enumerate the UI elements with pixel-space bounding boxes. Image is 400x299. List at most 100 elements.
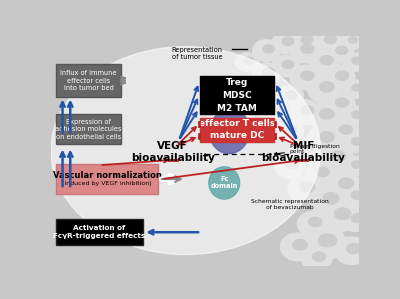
Text: Representation
of tumor tissue: Representation of tumor tissue bbox=[172, 47, 223, 60]
Ellipse shape bbox=[326, 41, 354, 63]
Ellipse shape bbox=[301, 144, 314, 153]
Ellipse shape bbox=[336, 98, 349, 107]
Text: Expression of
adhesion molecules
on endothelial cells: Expression of adhesion molecules on endo… bbox=[56, 118, 122, 140]
Text: M2 TAM: M2 TAM bbox=[218, 104, 257, 113]
Ellipse shape bbox=[263, 45, 274, 53]
Ellipse shape bbox=[244, 57, 254, 64]
Ellipse shape bbox=[308, 102, 341, 130]
Ellipse shape bbox=[341, 208, 369, 231]
Ellipse shape bbox=[298, 211, 328, 236]
Ellipse shape bbox=[239, 79, 264, 99]
Ellipse shape bbox=[282, 37, 294, 45]
FancyBboxPatch shape bbox=[56, 115, 121, 144]
Text: Treg: Treg bbox=[226, 77, 248, 87]
Ellipse shape bbox=[308, 217, 322, 227]
Text: MIF
bioavailability: MIF bioavailability bbox=[262, 141, 346, 163]
Ellipse shape bbox=[253, 63, 280, 84]
Text: Vascular normalization: Vascular normalization bbox=[53, 171, 162, 180]
Ellipse shape bbox=[320, 82, 334, 92]
Ellipse shape bbox=[310, 185, 347, 216]
Ellipse shape bbox=[340, 33, 362, 50]
Ellipse shape bbox=[339, 125, 352, 134]
Ellipse shape bbox=[288, 175, 322, 203]
Ellipse shape bbox=[324, 92, 355, 117]
Ellipse shape bbox=[320, 56, 333, 65]
Ellipse shape bbox=[347, 243, 361, 254]
Ellipse shape bbox=[343, 53, 368, 71]
Ellipse shape bbox=[318, 234, 337, 247]
Ellipse shape bbox=[328, 119, 359, 144]
Ellipse shape bbox=[293, 239, 307, 250]
Ellipse shape bbox=[303, 226, 346, 260]
Text: effector T cells: effector T cells bbox=[199, 119, 276, 128]
Ellipse shape bbox=[343, 133, 368, 153]
Ellipse shape bbox=[352, 138, 362, 145]
Ellipse shape bbox=[276, 120, 304, 142]
Ellipse shape bbox=[308, 125, 341, 153]
Ellipse shape bbox=[272, 32, 300, 54]
Text: Fc
domain: Fc domain bbox=[210, 176, 238, 190]
Ellipse shape bbox=[280, 233, 314, 261]
Ellipse shape bbox=[290, 38, 320, 63]
Ellipse shape bbox=[233, 80, 242, 87]
Ellipse shape bbox=[286, 160, 298, 169]
FancyBboxPatch shape bbox=[200, 102, 274, 115]
Ellipse shape bbox=[336, 71, 349, 80]
Ellipse shape bbox=[324, 36, 336, 44]
Ellipse shape bbox=[316, 167, 329, 176]
Ellipse shape bbox=[290, 100, 320, 124]
Ellipse shape bbox=[290, 138, 320, 163]
Text: Fab
domain: Fab domain bbox=[214, 123, 242, 136]
Ellipse shape bbox=[334, 237, 368, 265]
Ellipse shape bbox=[231, 102, 256, 122]
Ellipse shape bbox=[324, 65, 355, 90]
Ellipse shape bbox=[291, 30, 319, 52]
Text: Papain digestion
point: Papain digestion point bbox=[274, 144, 340, 155]
Ellipse shape bbox=[343, 156, 368, 176]
Text: mature DC: mature DC bbox=[210, 132, 264, 141]
Ellipse shape bbox=[301, 106, 314, 115]
Ellipse shape bbox=[301, 36, 313, 44]
Ellipse shape bbox=[320, 109, 334, 119]
Ellipse shape bbox=[319, 144, 353, 172]
Ellipse shape bbox=[290, 65, 320, 90]
Ellipse shape bbox=[286, 126, 298, 134]
Ellipse shape bbox=[248, 84, 258, 91]
Ellipse shape bbox=[309, 50, 340, 74]
Text: VEGF
bioavailability: VEGF bioavailability bbox=[131, 141, 214, 163]
FancyBboxPatch shape bbox=[56, 64, 121, 97]
Ellipse shape bbox=[341, 186, 369, 208]
Text: Schematic representation
of bevacizumab: Schematic representation of bevacizumab bbox=[251, 199, 328, 210]
FancyBboxPatch shape bbox=[56, 219, 143, 245]
Ellipse shape bbox=[210, 109, 250, 154]
FancyBboxPatch shape bbox=[200, 89, 274, 101]
FancyBboxPatch shape bbox=[200, 118, 274, 130]
Ellipse shape bbox=[348, 37, 358, 43]
Ellipse shape bbox=[276, 86, 304, 107]
Ellipse shape bbox=[352, 84, 362, 91]
Ellipse shape bbox=[301, 71, 314, 80]
FancyBboxPatch shape bbox=[200, 130, 274, 142]
Ellipse shape bbox=[300, 182, 315, 192]
Text: MDSC: MDSC bbox=[222, 91, 252, 100]
Ellipse shape bbox=[51, 47, 320, 254]
Ellipse shape bbox=[274, 154, 305, 178]
Ellipse shape bbox=[272, 55, 300, 77]
Ellipse shape bbox=[308, 75, 341, 103]
Ellipse shape bbox=[351, 191, 363, 199]
Ellipse shape bbox=[323, 193, 339, 204]
Text: Activation of
FcγR-triggered effects: Activation of FcγR-triggered effects bbox=[53, 225, 146, 239]
Ellipse shape bbox=[235, 53, 260, 71]
Ellipse shape bbox=[270, 106, 282, 115]
Ellipse shape bbox=[343, 106, 368, 126]
Ellipse shape bbox=[343, 80, 368, 98]
Ellipse shape bbox=[224, 76, 247, 94]
Ellipse shape bbox=[352, 111, 362, 118]
Text: (induced by VEGF inhibition): (induced by VEGF inhibition) bbox=[62, 181, 152, 186]
FancyBboxPatch shape bbox=[200, 76, 274, 88]
Ellipse shape bbox=[334, 208, 351, 219]
Ellipse shape bbox=[336, 46, 348, 54]
Ellipse shape bbox=[320, 132, 334, 142]
Ellipse shape bbox=[260, 101, 288, 123]
Ellipse shape bbox=[331, 151, 346, 161]
